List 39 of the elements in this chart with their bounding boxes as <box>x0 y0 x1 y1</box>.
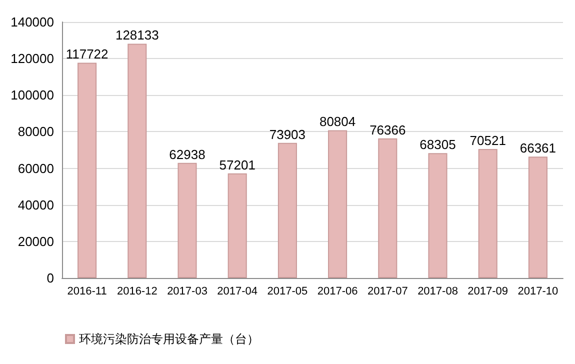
bar <box>328 130 348 278</box>
data-label: 128133 <box>115 28 159 43</box>
data-label: 73903 <box>269 126 306 142</box>
y-tick-label: 20000 <box>18 234 54 249</box>
data-label: 57201 <box>219 157 256 172</box>
y-tick-label: 120000 <box>10 51 54 66</box>
bar <box>428 153 448 278</box>
data-label: 68305 <box>420 137 456 152</box>
data-label: 66361 <box>520 140 556 156</box>
x-tick-label: 2017-06 <box>317 286 358 298</box>
y-tick-label: 140000 <box>10 14 54 30</box>
y-tick-label: 80000 <box>18 124 54 140</box>
bar <box>178 162 197 278</box>
y-tick-label: 0 <box>46 270 54 286</box>
y-tick-label: 60000 <box>18 160 54 176</box>
x-tick-label: 2016-11 <box>67 286 107 298</box>
x-tick-label: 2017-09 <box>468 286 508 298</box>
data-label: 76366 <box>370 122 406 138</box>
x-tick-label: 2017-04 <box>217 286 258 298</box>
bar <box>278 142 297 278</box>
y-tick-label: 40000 <box>18 197 54 212</box>
x-tick-label: 2017-05 <box>267 286 308 298</box>
data-label: 80804 <box>319 114 356 130</box>
x-tick-label: 2017-10 <box>518 286 558 298</box>
bar <box>478 149 498 278</box>
bar <box>378 138 398 278</box>
x-tick-label: 2017-08 <box>418 286 458 298</box>
data-label: 70521 <box>470 133 506 148</box>
y-tick-label: 100000 <box>10 88 54 103</box>
bar <box>78 62 97 278</box>
bar <box>128 44 147 278</box>
x-tick-label: 2017-07 <box>367 286 408 298</box>
legend-label: 环境污染防治专用设备产量（台） <box>79 332 259 346</box>
x-tick-label: 2016-12 <box>116 286 158 298</box>
x-tick-label: 2017-03 <box>167 286 208 298</box>
bar <box>228 173 247 278</box>
bar <box>528 156 548 278</box>
data-label: 117722 <box>66 46 108 62</box>
data-label: 62938 <box>169 146 206 162</box>
